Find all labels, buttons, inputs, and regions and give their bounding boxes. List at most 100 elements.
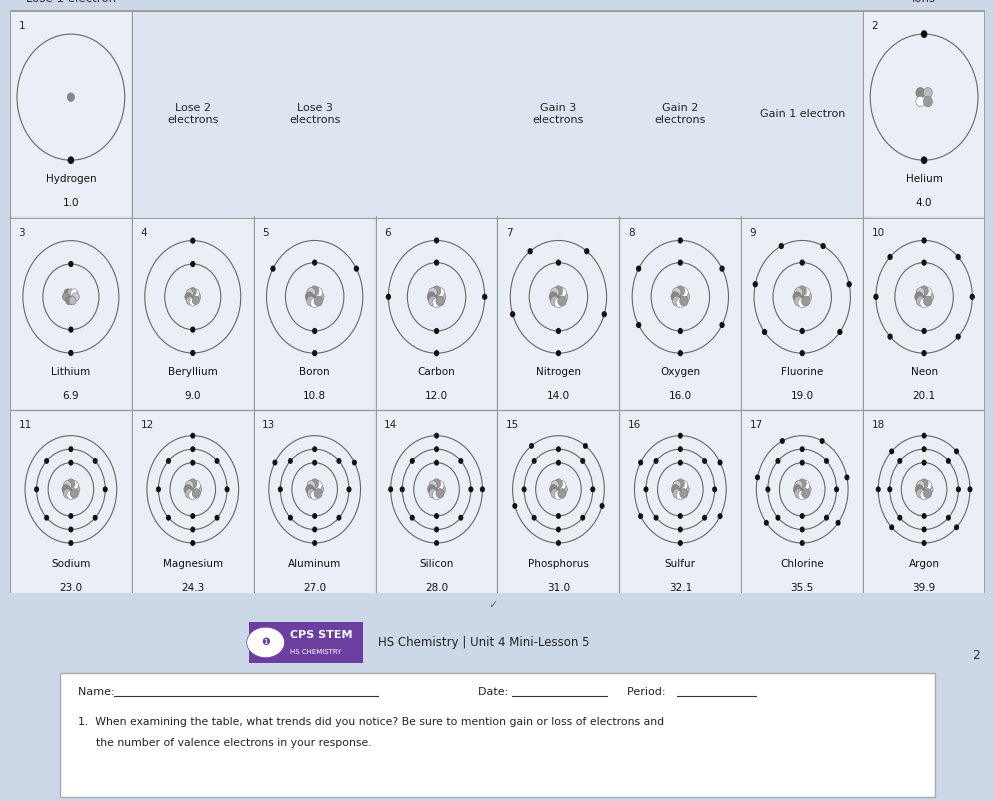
Circle shape: [190, 513, 195, 519]
Circle shape: [428, 296, 436, 306]
Circle shape: [190, 460, 195, 465]
Circle shape: [458, 515, 463, 521]
Circle shape: [458, 458, 463, 464]
Circle shape: [799, 540, 804, 546]
Text: 10: 10: [871, 227, 884, 238]
Text: 2: 2: [871, 21, 878, 31]
Circle shape: [193, 292, 201, 301]
Circle shape: [527, 248, 532, 255]
Text: the number of valence electrons in your response.: the number of valence electrons in your …: [95, 738, 371, 747]
Circle shape: [433, 513, 438, 519]
Circle shape: [312, 513, 317, 519]
Circle shape: [677, 460, 682, 465]
Circle shape: [189, 479, 197, 489]
Text: 35.5: 35.5: [790, 583, 813, 594]
Circle shape: [69, 327, 74, 332]
Circle shape: [799, 260, 804, 266]
Text: 7: 7: [506, 227, 512, 238]
Circle shape: [310, 292, 319, 302]
Circle shape: [531, 515, 536, 521]
Circle shape: [675, 292, 684, 302]
Circle shape: [287, 458, 292, 464]
Circle shape: [717, 513, 722, 519]
Circle shape: [915, 296, 923, 306]
Circle shape: [672, 481, 680, 490]
Bar: [864, 12, 983, 216]
Circle shape: [521, 486, 526, 493]
Circle shape: [919, 485, 927, 494]
Circle shape: [954, 333, 960, 340]
Circle shape: [192, 489, 200, 498]
Text: 27.0: 27.0: [303, 583, 326, 594]
Circle shape: [272, 460, 277, 465]
Text: Lose 1 electron: Lose 1 electron: [26, 0, 116, 5]
Circle shape: [558, 481, 566, 490]
Circle shape: [955, 486, 960, 493]
Circle shape: [913, 292, 922, 302]
Circle shape: [675, 286, 684, 296]
Circle shape: [677, 540, 682, 546]
Text: 23.0: 23.0: [60, 583, 83, 594]
Circle shape: [820, 243, 825, 249]
Circle shape: [922, 96, 931, 107]
Text: 32.1: 32.1: [668, 583, 691, 594]
Circle shape: [314, 489, 322, 498]
Circle shape: [554, 292, 563, 302]
Circle shape: [312, 526, 317, 533]
Circle shape: [887, 254, 892, 260]
Text: Sodium: Sodium: [51, 559, 90, 570]
Circle shape: [186, 289, 193, 297]
Circle shape: [432, 485, 440, 494]
Text: 17: 17: [749, 421, 762, 430]
Text: Neon: Neon: [910, 367, 936, 376]
Text: Beryllium: Beryllium: [168, 367, 218, 376]
Circle shape: [194, 485, 202, 494]
Text: 4.0: 4.0: [914, 199, 931, 208]
Circle shape: [312, 446, 317, 452]
Circle shape: [914, 96, 923, 107]
Circle shape: [679, 296, 688, 306]
Circle shape: [677, 260, 682, 266]
Circle shape: [797, 292, 806, 302]
Circle shape: [307, 489, 315, 498]
Circle shape: [681, 292, 689, 302]
Circle shape: [431, 286, 440, 296]
Circle shape: [64, 289, 72, 297]
Text: Phosphorus: Phosphorus: [528, 559, 588, 570]
Text: Period:: Period:: [626, 687, 668, 697]
Circle shape: [192, 481, 200, 490]
Circle shape: [914, 485, 922, 494]
Circle shape: [69, 446, 74, 452]
Circle shape: [69, 513, 74, 519]
Circle shape: [920, 526, 925, 533]
Circle shape: [92, 458, 97, 464]
Circle shape: [583, 248, 588, 255]
Circle shape: [799, 446, 804, 452]
Circle shape: [388, 486, 393, 493]
Circle shape: [69, 526, 74, 533]
Bar: [133, 12, 861, 216]
Circle shape: [306, 296, 315, 306]
Circle shape: [920, 513, 925, 519]
Circle shape: [312, 460, 317, 465]
Circle shape: [69, 350, 74, 356]
Circle shape: [410, 458, 414, 464]
Circle shape: [672, 296, 680, 306]
Text: Oxygen: Oxygen: [660, 367, 700, 376]
Bar: [742, 412, 861, 602]
Text: Carbon: Carbon: [417, 367, 455, 376]
Circle shape: [793, 288, 802, 297]
Circle shape: [433, 526, 438, 533]
Circle shape: [679, 288, 688, 297]
Circle shape: [774, 515, 779, 521]
Circle shape: [670, 292, 679, 302]
Circle shape: [427, 485, 435, 494]
Circle shape: [433, 328, 438, 334]
Circle shape: [69, 296, 77, 305]
Circle shape: [801, 296, 809, 306]
Circle shape: [559, 485, 567, 494]
Circle shape: [225, 486, 230, 493]
Circle shape: [922, 288, 931, 297]
Circle shape: [92, 515, 97, 521]
Circle shape: [352, 460, 357, 465]
